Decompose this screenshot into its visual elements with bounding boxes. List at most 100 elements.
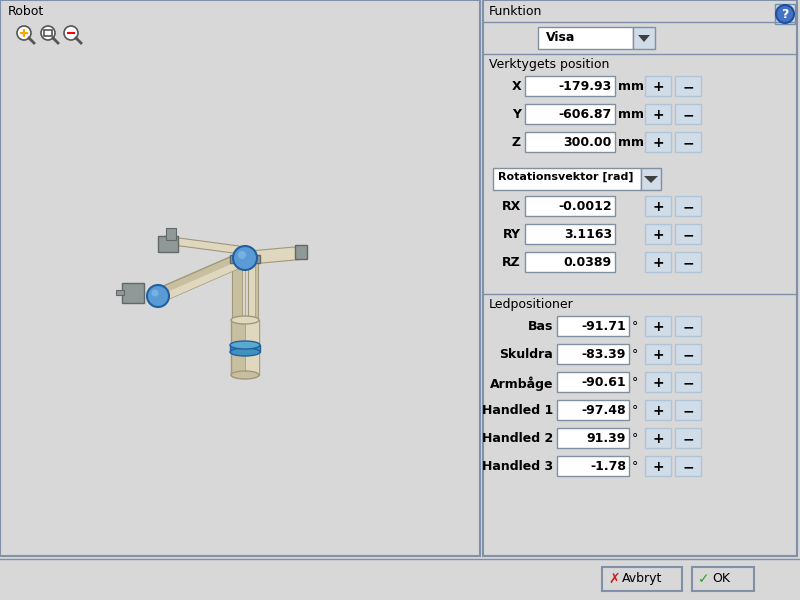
Bar [255,260,258,320]
Text: +: + [652,80,664,94]
Text: OK: OK [712,572,730,585]
Bar [557,372,629,392]
Bar [645,400,671,420]
Polygon shape [164,236,248,255]
Bar [230,255,260,263]
Bar [633,27,655,49]
Bar [242,260,245,320]
Text: RY: RY [503,228,521,241]
Text: +: + [652,460,664,474]
Text: -91.71: -91.71 [582,320,626,333]
Bar [675,224,701,244]
Circle shape [41,26,55,40]
Circle shape [147,285,169,307]
Text: X: X [511,80,521,93]
Text: Handled 3: Handled 3 [482,460,553,473]
Text: Z: Z [512,136,521,149]
Text: +: + [652,376,664,390]
Bar [557,400,629,420]
Bar [557,428,629,448]
Ellipse shape [231,371,259,379]
Bar [0,0,480,556]
Text: −: − [682,404,694,418]
Bar [525,132,615,152]
Bar [775,4,795,24]
Bar [231,320,259,375]
Text: -179.93: -179.93 [558,80,612,93]
Text: +: + [652,200,664,214]
Ellipse shape [230,341,260,349]
Circle shape [238,251,246,259]
Bar [557,316,629,336]
Polygon shape [239,247,306,264]
Bar [645,372,671,392]
Bar [295,245,307,259]
Circle shape [17,26,31,40]
Bar [675,428,701,448]
Text: -0.0012: -0.0012 [558,200,612,213]
Text: -606.87: -606.87 [558,108,612,121]
Text: Visa: Visa [546,31,575,44]
Text: ?: ? [782,8,789,22]
Text: -97.48: -97.48 [582,404,626,417]
Text: 3.1163: 3.1163 [564,228,612,241]
Bar [645,224,671,244]
Bar [483,0,797,556]
Bar [44,30,52,36]
Text: Handled 1: Handled 1 [482,404,553,417]
Bar [116,290,124,295]
Text: RZ: RZ [502,256,521,269]
Polygon shape [155,251,248,302]
Bar [641,168,661,190]
Text: +: + [652,228,664,242]
Bar [645,132,671,152]
Bar [0,559,800,600]
Bar [493,168,641,190]
Text: Y: Y [512,108,521,121]
Bar [525,196,615,216]
Text: Ledpositioner: Ledpositioner [489,298,574,311]
Bar [525,76,615,96]
Text: −: − [682,136,694,150]
Bar [675,400,701,420]
Text: 91.39: 91.39 [586,432,626,445]
Circle shape [151,294,161,304]
Bar [675,76,701,96]
Text: −: − [682,432,694,446]
Text: −: − [682,256,694,270]
Text: 300.00: 300.00 [564,136,612,149]
Text: −: − [682,376,694,390]
Circle shape [151,289,158,296]
Text: °: ° [632,348,638,361]
Bar [645,316,671,336]
Polygon shape [158,258,248,302]
Text: °: ° [632,376,638,389]
Bar [675,456,701,476]
Text: -90.61: -90.61 [582,376,626,389]
Bar [557,456,629,476]
Bar [557,344,629,364]
Bar [230,345,260,352]
Text: −: − [682,228,694,242]
Bar [232,260,242,320]
Bar [645,76,671,96]
Bar [675,372,701,392]
Text: Skuldra: Skuldra [499,348,553,361]
Text: mm: mm [618,136,644,149]
Text: mm: mm [618,108,644,121]
Text: mm: mm [618,80,644,93]
Bar [645,428,671,448]
Text: °: ° [632,320,638,333]
Text: Rotationsvektor [rad]: Rotationsvektor [rad] [498,172,634,182]
Text: ✗: ✗ [608,572,620,586]
Text: °: ° [632,432,638,445]
Bar [645,252,671,272]
Ellipse shape [230,348,260,356]
Polygon shape [638,35,650,42]
Text: Verktygets position: Verktygets position [489,58,610,71]
Text: -83.39: -83.39 [582,348,626,361]
Bar [645,344,671,364]
Text: Avbryt: Avbryt [622,572,662,585]
Text: Robot: Robot [8,5,44,18]
Bar [645,104,671,124]
